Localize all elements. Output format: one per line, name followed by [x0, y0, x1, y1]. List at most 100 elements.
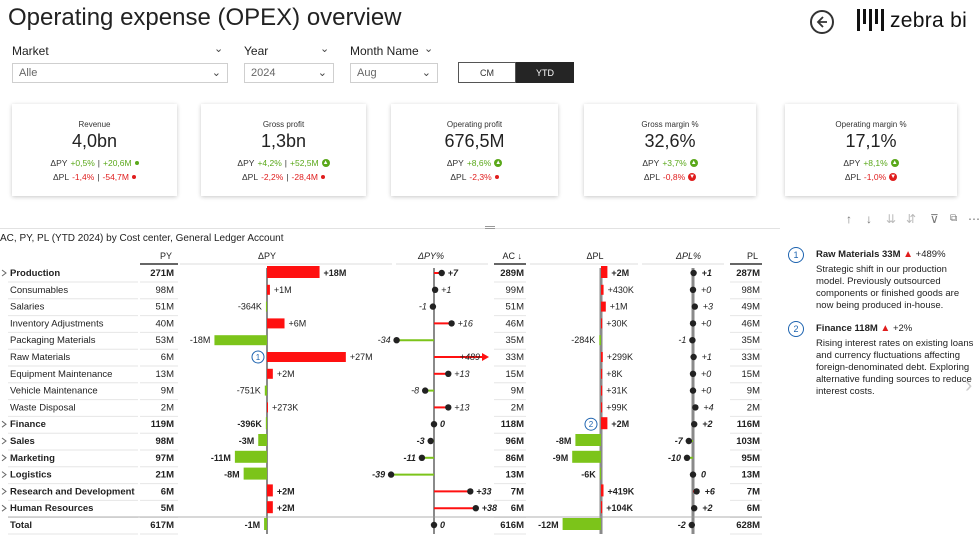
- comment-delta: +489%: [915, 249, 946, 260]
- dpl-pct-label: +3: [703, 302, 713, 312]
- dpy-pct-dot: [430, 421, 438, 428]
- dpy-label: +27M: [350, 352, 373, 362]
- dpy-bar: [214, 335, 267, 346]
- filter-value: Aug: [357, 67, 377, 79]
- expand-chevron-icon[interactable]: [1, 269, 7, 277]
- kpi-delta-pl-pct: -1,4%: [72, 172, 95, 182]
- comment-number-icon: 2: [788, 321, 804, 337]
- ac-value: 2M: [511, 402, 524, 413]
- comment-body: Strategic shift in our production model.…: [816, 264, 960, 311]
- filter-dropdown-1[interactable]: 2024 ⌄: [244, 63, 334, 83]
- ac-value: 616M: [500, 520, 524, 531]
- kpi-delta-pl-abs: -54,7M: [102, 172, 129, 182]
- dpy-bar: [267, 402, 268, 413]
- row-label[interactable]: Human Resources: [10, 503, 93, 514]
- expand-chevron-icon[interactable]: [1, 471, 7, 478]
- kpi-value: 4,0bn: [71, 131, 118, 151]
- filter-collapse-chevron-icon[interactable]: ⌄: [424, 43, 434, 55]
- filter-icon[interactable]: ⊽: [930, 212, 939, 226]
- resize-grip-icon[interactable]: [485, 226, 495, 229]
- dpl-pct-label: -1: [678, 335, 686, 345]
- kpi-delta-label: ΔPY: [237, 158, 255, 168]
- dpy-label: +2M: [277, 369, 295, 379]
- dpl-pct-label: +0: [701, 285, 711, 295]
- dpl-pct-dot: [688, 521, 695, 529]
- filter-collapse-chevron-icon[interactable]: ⌄: [320, 43, 330, 55]
- dpl-bar: [601, 402, 603, 413]
- row-label[interactable]: Research and Development: [10, 486, 135, 497]
- dpl-pct-label: +0: [701, 318, 711, 328]
- kpi-delta-pl-row: ΔPL -0,8% ▼: [584, 172, 756, 182]
- dpl-pct-dot: [689, 286, 697, 293]
- dpy-label: +2M: [277, 486, 295, 496]
- py-value: 617M: [150, 520, 174, 531]
- kpi-card[interactable]: Operating margin % 17,1% ΔPY +8,1% ▲ ΔPL -1,0%…: [785, 104, 957, 196]
- dpy-label: -396K: [237, 419, 262, 429]
- toggle-ytd-button[interactable]: YTD: [516, 62, 574, 83]
- row-label[interactable]: Production: [10, 268, 60, 279]
- row-label: Inventory Adjustments: [10, 318, 104, 329]
- comment-card[interactable]: 1 Raw Materials 33M ▲ +489% Strategic shif…: [788, 247, 973, 317]
- comment-card[interactable]: 2 Finance 118M ▲ +2% Rising interest rates…: [788, 321, 973, 397]
- py-value: 6M: [161, 352, 174, 363]
- expand-chevron-icon[interactable]: [1, 504, 7, 512]
- col-header-py: PY: [160, 251, 172, 261]
- row-label[interactable]: Logistics: [10, 470, 52, 481]
- down-dot-icon: [320, 175, 325, 179]
- dpl-pct-label: +0: [701, 386, 711, 396]
- kpi-card[interactable]: Gross profit 1,3bn ΔPY +4,2% | +52,5M ▲ ΔPL -2,2…: [201, 104, 366, 196]
- row-label: Total: [10, 520, 32, 531]
- pl-value: 46M: [742, 318, 761, 329]
- kpi-delta-label: ΔPL: [450, 172, 467, 182]
- toggle-cm-button[interactable]: CM: [458, 62, 516, 83]
- dpy-pct-dot: [387, 471, 395, 478]
- dpy-pct-dot: [431, 286, 439, 293]
- dpy-bar: [243, 467, 267, 480]
- kpi-card[interactable]: Gross margin % 32,6% ΔPY +3,7% ▲ ΔPL -0,8% ▼: [584, 104, 756, 196]
- py-value: 40M: [156, 318, 175, 329]
- filter-collapse-chevron-icon[interactable]: ⌄: [214, 43, 224, 55]
- kpi-card[interactable]: Revenue 4,0bn ΔPY +0,5% | +20,6M ΔPL -1,4% | -54,…: [12, 104, 177, 196]
- focus-mode-icon[interactable]: ⧉: [950, 213, 958, 224]
- expand-down-icon[interactable]: ⇊: [886, 212, 897, 226]
- zebra-bi-logo: zebra bi: [857, 9, 967, 33]
- up-arrow-icon: ▲: [890, 159, 899, 167]
- row-label[interactable]: Sales: [10, 436, 35, 447]
- filter-dropdown-2[interactable]: Aug ⌄: [350, 63, 438, 83]
- row-label: Equipment Maintenance: [10, 369, 112, 380]
- row-label: Vehicle Maintenance: [10, 386, 98, 397]
- kpi-delta-pl-pct: -0,8%: [662, 172, 686, 182]
- more-options-icon[interactable]: ⋯: [968, 212, 980, 226]
- dpy-pct-label: +7: [448, 268, 459, 278]
- dpl-bar: [601, 352, 603, 362]
- page-title: Operating expense (OPEX) overview: [8, 4, 402, 31]
- dpl-pct-dot: [689, 471, 697, 478]
- dpl-bar: [601, 284, 604, 295]
- filter-dropdown-0[interactable]: Alle ⌄: [12, 63, 228, 83]
- dpy-pct-dot: [422, 387, 429, 394]
- expand-chevron-icon[interactable]: [1, 437, 7, 445]
- dpl-pct-dot: [691, 421, 698, 428]
- sort-down-icon[interactable]: ↓: [866, 212, 872, 226]
- row-label[interactable]: Marketing: [10, 453, 55, 464]
- sort-up-icon[interactable]: ↑: [846, 212, 852, 226]
- kpi-delta-py-row: ΔPY +0,5% | +20,6M: [12, 158, 177, 168]
- expand-chevron-icon[interactable]: [1, 420, 7, 428]
- dpy-pct-dot: [418, 454, 426, 461]
- dpl-pct-dot: [689, 370, 697, 377]
- dpy-bar: [265, 417, 267, 430]
- filter-value: 2024: [251, 67, 276, 79]
- kpi-delta-pl-row: ΔPL -2,3%: [391, 172, 558, 182]
- scroll-right-icon[interactable]: ›: [965, 372, 973, 397]
- dpy-label: -751K: [237, 386, 261, 396]
- dpl-label: -12M: [538, 520, 559, 530]
- comment-marker-number: 1: [256, 353, 261, 362]
- expand-chevron-icon[interactable]: [1, 488, 7, 495]
- expand-chevron-icon[interactable]: [1, 454, 7, 462]
- py-value: 97M: [156, 453, 175, 464]
- row-label[interactable]: Finance: [10, 419, 46, 430]
- dpl-bar: [599, 467, 601, 480]
- back-arrow-icon[interactable]: [810, 10, 834, 34]
- expand-all-icon[interactable]: ⇵: [906, 212, 917, 226]
- kpi-card[interactable]: Operating profit 676,5M ΔPY +8,6% ▲ ΔPL -2,3%: [391, 104, 558, 196]
